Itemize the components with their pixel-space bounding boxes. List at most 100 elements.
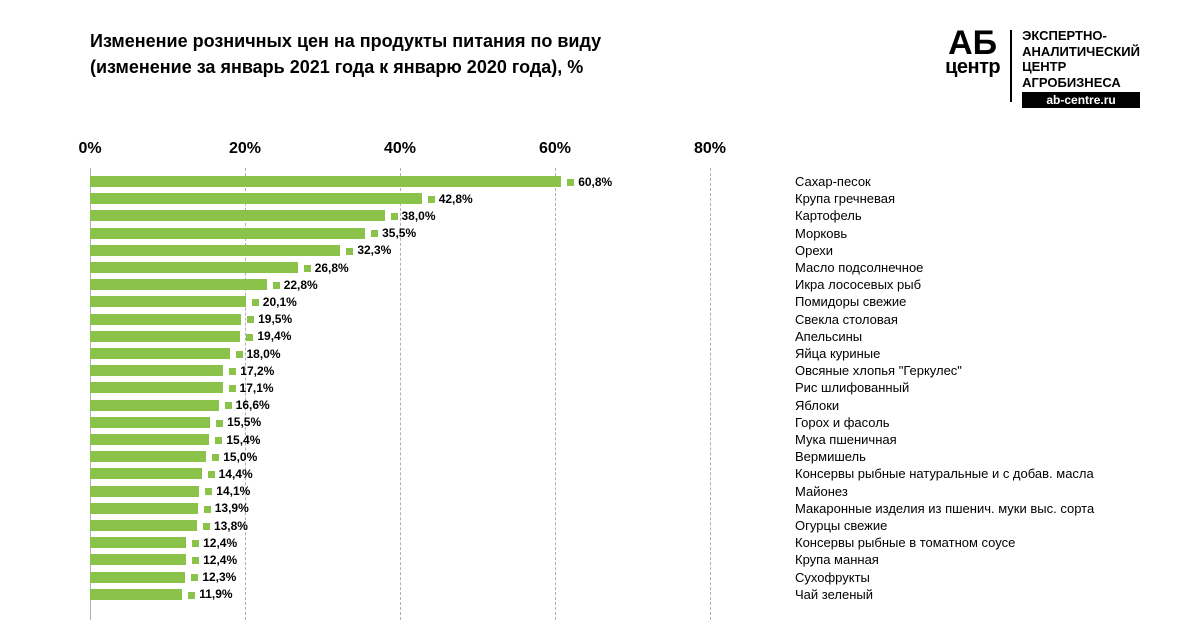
bar-value-label: 15,5% [216,415,261,429]
bar-value-label: 14,4% [208,467,253,481]
bar-row: 19,4% [90,331,710,342]
value-marker-icon [304,265,311,272]
value-marker-icon [229,368,236,375]
value-text: 15,5% [227,415,261,429]
bar-value-label: 12,4% [192,536,237,550]
value-marker-icon [215,437,222,444]
value-text: 38,0% [402,209,436,223]
bar [90,348,230,359]
bar-row: 35,5% [90,228,710,239]
bar-row: 15,0% [90,451,710,462]
value-text: 60,8% [578,175,612,189]
value-marker-icon [205,488,212,495]
bar [90,434,209,445]
bar [90,365,223,376]
value-text: 19,4% [257,329,291,343]
gridline [710,168,711,620]
value-marker-icon [191,574,198,581]
value-text: 13,9% [215,501,249,515]
bar-value-label: 12,4% [192,553,237,567]
bar-value-label: 17,1% [229,381,274,395]
value-marker-icon [212,454,219,461]
legend-item: Консервы рыбные натуральные и с добав. м… [795,466,1094,481]
value-marker-icon [247,316,254,323]
legend-item: Яблоки [795,398,839,413]
bar-row: 20,1% [90,296,710,307]
value-text: 12,3% [202,570,236,584]
logo-right-wrap: ЭКСПЕРТНО-АНАЛИТИЧЕСКИЙЦЕНТРАГРОБИЗНЕСА … [1022,28,1140,108]
legend-item: Помидоры свежие [795,294,906,309]
bar [90,331,240,342]
bar [90,417,210,428]
bar-row: 17,1% [90,382,710,393]
value-text: 12,4% [203,553,237,567]
bar-row: 38,0% [90,210,710,221]
legend-item: Консервы рыбные в томатном соусе [795,535,1015,550]
bar [90,554,186,565]
value-marker-icon [188,592,195,599]
bar-value-label: 35,5% [371,226,416,240]
bar [90,210,385,221]
value-text: 13,8% [214,519,248,533]
value-marker-icon [273,282,280,289]
bar-value-label: 60,8% [567,175,612,189]
value-text: 32,3% [357,243,391,257]
bar-row: 13,9% [90,503,710,514]
legend-item: Майонез [795,484,848,499]
bar-row: 15,4% [90,434,710,445]
legend-item: Вермишель [795,449,866,464]
value-text: 15,4% [226,433,260,447]
bar [90,572,185,583]
legend-item: Яйца куриные [795,346,880,361]
bar-value-label: 22,8% [273,278,318,292]
legend-item: Сахар-песок [795,174,871,189]
value-text: 17,1% [240,381,274,395]
bar [90,520,197,531]
bar-value-label: 16,6% [225,398,270,412]
bar [90,503,198,514]
bar [90,537,186,548]
value-text: 11,9% [199,587,232,601]
bar-value-label: 19,5% [247,312,292,326]
value-marker-icon [225,402,232,409]
bar-row: 16,6% [90,400,710,411]
value-text: 20,1% [263,295,297,309]
legend-item: Сухофрукты [795,570,870,585]
value-marker-icon [567,179,574,186]
value-marker-icon [371,230,378,237]
value-text: 26,8% [315,261,349,275]
legend-item: Икра лососевых рыб [795,277,921,292]
bar-value-label: 20,1% [252,295,297,309]
legend-item: Масло подсолнечное [795,260,923,275]
value-text: 19,5% [258,312,292,326]
bar-value-label: 17,2% [229,364,274,378]
value-text: 18,0% [247,347,281,361]
bar-value-label: 13,8% [203,519,248,533]
value-marker-icon [229,385,236,392]
bar-value-label: 26,8% [304,261,349,275]
value-marker-icon [216,420,223,427]
legend-item: Крупа гречневая [795,191,895,206]
bar-row: 17,2% [90,365,710,376]
logo-left: АБ центр [945,28,1000,79]
value-text: 42,8% [439,192,473,206]
bar-value-label: 19,4% [246,329,291,343]
bar-value-label: 18,0% [236,347,281,361]
value-marker-icon [428,196,435,203]
legend-item: Овсяные хлопья "Геркулес" [795,363,962,378]
bar-row: 14,4% [90,468,710,479]
bar-value-label: 15,0% [212,450,257,464]
bar-value-label: 11,9% [188,587,232,601]
header: Изменение розничных цен на продукты пита… [0,0,1200,108]
legend-item: Орехи [795,243,833,258]
value-marker-icon [246,334,253,341]
bar [90,176,561,187]
value-marker-icon [236,351,243,358]
bar [90,451,206,462]
bar-row: 15,5% [90,417,710,428]
bar-row: 12,4% [90,554,710,565]
legend-item: Макаронные изделия из пшенич. муки выс. … [795,501,1094,516]
value-text: 14,4% [219,467,253,481]
x-tick-label: 20% [229,140,261,158]
bar-row: 14,1% [90,486,710,497]
